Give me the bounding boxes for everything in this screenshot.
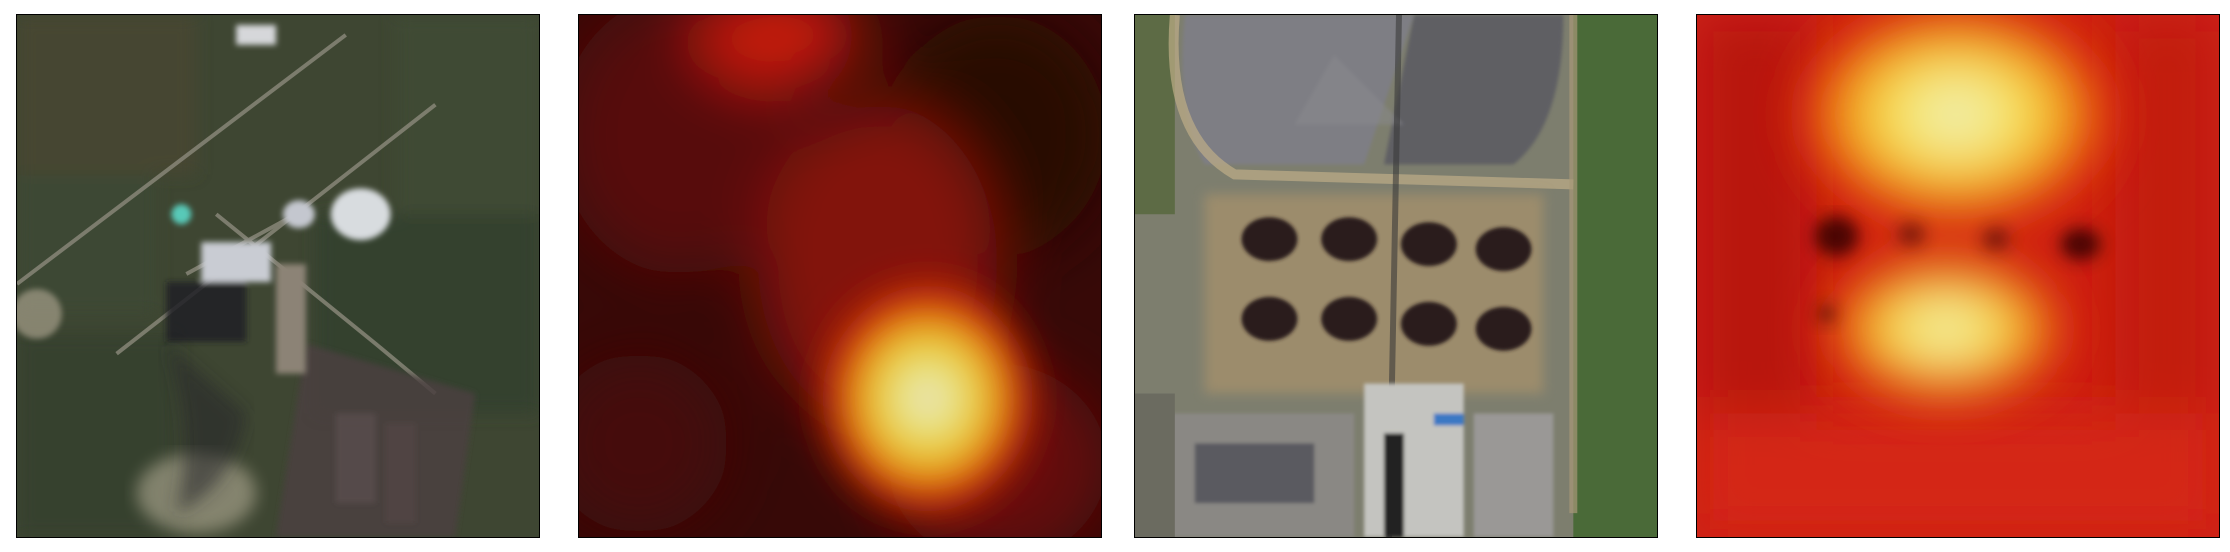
satellite-image-panel-1 [16, 14, 540, 538]
heatmap-panel-2 [578, 14, 1102, 538]
satellite-image-panel-3 [1134, 14, 1658, 538]
heatmap-panel-4 [1696, 14, 2220, 538]
